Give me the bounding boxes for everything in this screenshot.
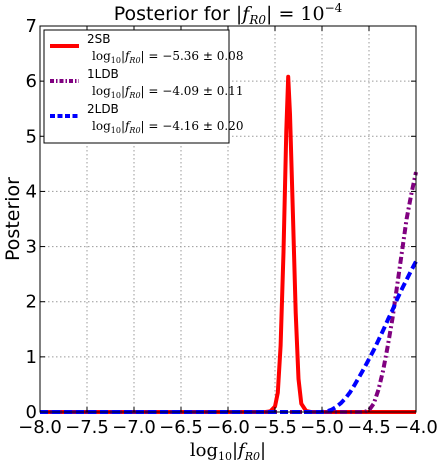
axis-ticks: −8.0 −7.5 −7.0 −6.5 −6.0 −5.5 −5.0 −4.5 −4.0 0 1 2 3… — [18, 16, 438, 438]
y-tick-label: 7 — [26, 16, 37, 37]
x-axis-label: log10|fR0| — [190, 440, 266, 463]
legend-label-2sb: 2SB — [87, 32, 110, 46]
y-tick-label: 2 — [26, 292, 37, 313]
x-tick-label: −6.0 — [206, 417, 250, 438]
y-axis-label: Posterior — [2, 177, 24, 261]
y-tick-label: 3 — [26, 237, 37, 258]
x-tick-label: −7.5 — [65, 417, 109, 438]
series-line-1ldb — [40, 171, 418, 414]
legend-annotation-2sb: log10|fR0| = −5.36 ± 0.08 — [92, 49, 243, 65]
x-tick-label: −4.0 — [394, 417, 438, 438]
x-tick-label: −8.0 — [18, 417, 62, 438]
x-tick-label: −4.5 — [347, 417, 391, 438]
legend-annotation-2ldb: log10|fR0| = −4.16 ± 0.20 — [92, 119, 243, 135]
series-line-2sb — [40, 74, 416, 414]
y-tick-label: 1 — [26, 347, 37, 368]
plot-series — [40, 74, 418, 414]
legend-label-1ldb: 1LDB — [87, 67, 119, 81]
y-tick-label: 0 — [26, 402, 37, 423]
legend-label-2ldb: 2LDB — [87, 102, 119, 116]
series-line-2ldb — [40, 260, 418, 414]
legend: 2SB log10|fR0| = −5.36 ± 0.08 1LDB log10|fR… — [43, 29, 243, 144]
x-tick-label: −7.0 — [112, 417, 156, 438]
y-tick-label: 5 — [26, 126, 37, 147]
x-tick-label: −5.5 — [253, 417, 297, 438]
x-tick-label: −5.0 — [300, 417, 344, 438]
legend-box — [43, 29, 230, 144]
x-tick-label: −6.5 — [159, 417, 203, 438]
chart-title: Posterior for |fR0| = 10−4 — [114, 1, 343, 27]
legend-annotation-1ldb: log10|fR0| = −4.09 ± 0.11 — [92, 84, 243, 100]
y-tick-label: 4 — [26, 181, 37, 202]
y-tick-label: 6 — [26, 71, 37, 92]
